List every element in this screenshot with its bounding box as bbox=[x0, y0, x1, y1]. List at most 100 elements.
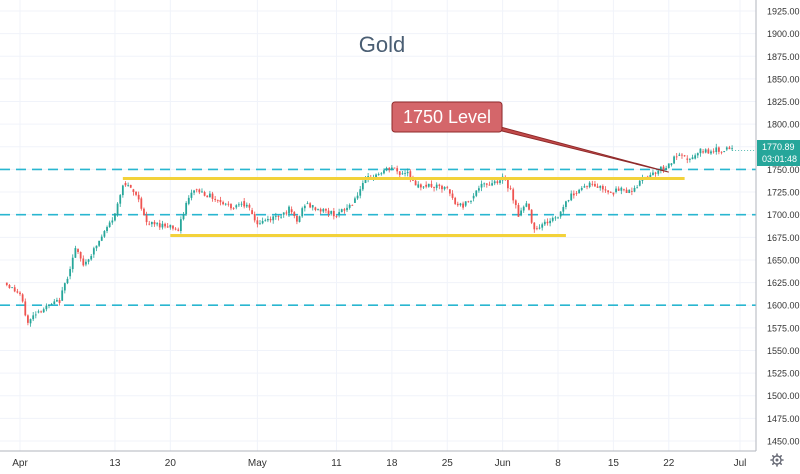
candle-body bbox=[253, 214, 256, 221]
candle-body bbox=[462, 203, 464, 208]
candle-body bbox=[169, 224, 172, 228]
annotation-callout[interactable]: 1750 Level bbox=[391, 101, 669, 173]
candle-body bbox=[5, 282, 8, 286]
candle-body bbox=[74, 248, 77, 258]
candle-body bbox=[58, 300, 61, 304]
candle-body bbox=[185, 202, 188, 215]
candle-body bbox=[327, 210, 330, 214]
candle-body bbox=[235, 205, 238, 208]
time-tick-label: 22 bbox=[663, 458, 675, 469]
candle-body bbox=[106, 227, 108, 232]
candle-body bbox=[480, 183, 483, 188]
candle-body bbox=[528, 203, 530, 210]
candle-body bbox=[633, 187, 636, 192]
candle-body bbox=[628, 189, 631, 194]
candle-body bbox=[127, 184, 130, 186]
time-tick-label: 25 bbox=[442, 458, 454, 469]
candle-body bbox=[187, 197, 190, 204]
candle-body bbox=[87, 259, 90, 262]
candle-body bbox=[354, 198, 356, 203]
candle-body bbox=[90, 256, 93, 260]
candle-body bbox=[731, 148, 733, 150]
candle-body bbox=[179, 219, 182, 231]
price-tick-label: 1600.00 bbox=[767, 301, 800, 311]
candle-body bbox=[164, 223, 166, 227]
candle-body bbox=[195, 189, 198, 191]
candle-body bbox=[507, 179, 509, 189]
candle-body bbox=[16, 291, 19, 293]
candle-body bbox=[652, 172, 654, 175]
candle-body bbox=[699, 148, 702, 154]
candle-body bbox=[245, 204, 248, 207]
candle-body bbox=[296, 215, 298, 222]
candle-body bbox=[314, 207, 317, 210]
candle-body bbox=[27, 315, 29, 323]
horizontal-levels[interactable] bbox=[0, 168, 756, 307]
candle-body bbox=[98, 240, 101, 246]
candle-body bbox=[69, 269, 72, 277]
candle-body bbox=[586, 186, 588, 188]
candle-body bbox=[543, 221, 546, 225]
candle-body bbox=[309, 203, 312, 208]
support-resistance-lines[interactable] bbox=[122, 176, 685, 238]
candle-body bbox=[61, 290, 64, 301]
candle-body bbox=[623, 189, 625, 191]
price-tick-label: 1500.00 bbox=[767, 391, 800, 401]
time-tick-label: 15 bbox=[608, 458, 620, 469]
candle-body bbox=[21, 294, 24, 302]
candle-body bbox=[475, 190, 478, 196]
candle-body bbox=[193, 190, 195, 193]
candle-body bbox=[206, 195, 209, 198]
price-tick-label: 1550.00 bbox=[767, 346, 800, 356]
time-axis[interactable]: Apr 13 20 May 11 18 25 Jun 8 15 22 Jul bbox=[0, 450, 756, 469]
candle-body bbox=[493, 181, 496, 184]
candle-body bbox=[567, 200, 570, 202]
candle-body bbox=[156, 223, 159, 225]
candle-body bbox=[240, 203, 243, 205]
candle-body bbox=[145, 215, 148, 223]
candle-body bbox=[446, 186, 449, 188]
candle-body bbox=[311, 205, 314, 208]
candle-body bbox=[441, 185, 443, 190]
candle-body bbox=[433, 186, 435, 188]
candle-body bbox=[654, 172, 657, 174]
price-tick-label: 1450.00 bbox=[767, 437, 800, 447]
candle-body bbox=[427, 183, 430, 187]
price-tick-label: 1700.00 bbox=[767, 210, 800, 220]
candle-body bbox=[248, 204, 251, 208]
candle-body bbox=[562, 206, 565, 212]
candle-body bbox=[29, 319, 32, 324]
time-tick-label: 8 bbox=[555, 458, 561, 469]
candle-body bbox=[114, 213, 116, 221]
candle-body bbox=[659, 166, 662, 171]
candle-body bbox=[277, 216, 280, 217]
candle-body bbox=[56, 300, 58, 302]
candle-body bbox=[559, 211, 562, 217]
candle-body bbox=[575, 192, 578, 194]
candle-body bbox=[591, 183, 594, 185]
settings-gear-icon[interactable] bbox=[770, 453, 784, 467]
candle-body bbox=[578, 189, 581, 194]
candle-body bbox=[282, 212, 285, 215]
candle-body bbox=[681, 154, 683, 156]
candle-body bbox=[243, 201, 246, 207]
price-tick-label: 1675.00 bbox=[767, 233, 800, 243]
candle-body bbox=[124, 183, 127, 186]
candle-body bbox=[615, 188, 617, 193]
candle-body bbox=[222, 202, 224, 205]
candle-body bbox=[688, 159, 691, 160]
candle-body bbox=[285, 212, 288, 214]
candle-body bbox=[227, 203, 230, 205]
candle-body bbox=[417, 184, 420, 188]
candle-body bbox=[604, 189, 607, 191]
candle-body bbox=[715, 147, 718, 152]
candle-body bbox=[40, 311, 42, 313]
candle-body bbox=[8, 285, 11, 289]
candle-body bbox=[512, 189, 515, 201]
candle-body bbox=[533, 222, 536, 230]
time-tick-label: 13 bbox=[109, 458, 121, 469]
candle-body bbox=[77, 249, 79, 253]
candle-body bbox=[520, 210, 522, 215]
